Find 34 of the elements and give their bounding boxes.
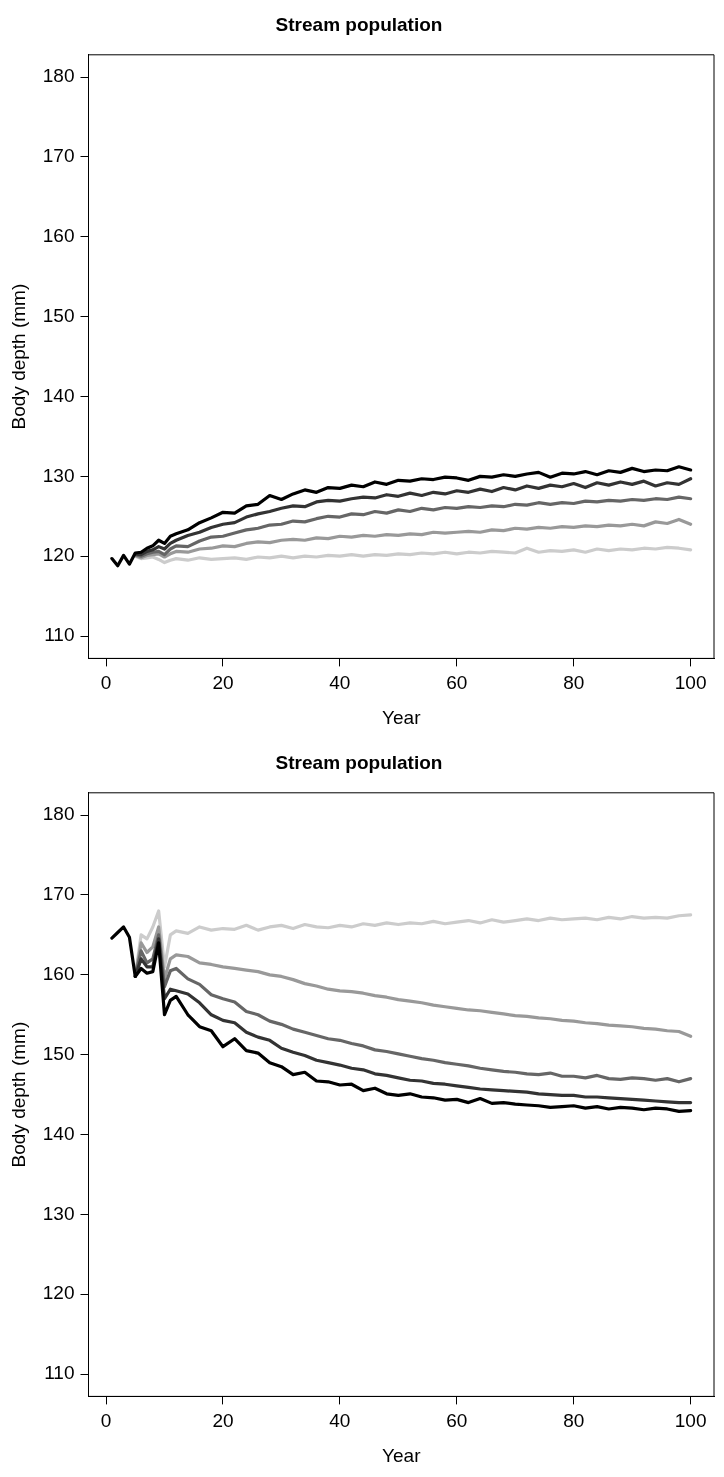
y-tick-label: 180 (42, 803, 75, 825)
y-tick-label: 180 (42, 65, 75, 87)
y-axis-title: Body depth (mm) (7, 1021, 29, 1168)
x-tick-label: 0 (100, 672, 112, 694)
y-tick-label: 150 (42, 304, 75, 326)
x-axis-title: Year (382, 706, 422, 728)
x-tick-label: 60 (446, 1410, 468, 1432)
x-tick-label: 60 (446, 672, 468, 694)
y-tick-label: 120 (42, 544, 75, 566)
y-tick-label: 140 (42, 384, 75, 406)
y-tick-label: 130 (42, 1202, 75, 1224)
x-tick-label: 40 (329, 1410, 351, 1432)
x-axis-title: Year (382, 1444, 422, 1466)
x-tick-label: 20 (212, 1410, 234, 1432)
x-tick-label: 0 (100, 1410, 112, 1432)
x-tick-label: 40 (329, 672, 351, 694)
x-tick-label: 80 (563, 672, 585, 694)
y-tick-label: 160 (42, 225, 75, 247)
x-tick-label: 20 (212, 672, 234, 694)
y-tick-label: 170 (42, 883, 75, 905)
y-axis-title: Body depth (mm) (7, 283, 29, 430)
chart-title: Stream population (275, 751, 443, 773)
y-tick-label: 140 (42, 1122, 75, 1144)
y-tick-label: 160 (42, 963, 75, 985)
y-tick-label: 130 (42, 464, 75, 486)
x-tick-label: 100 (674, 1410, 707, 1432)
y-tick-label: 170 (42, 145, 75, 167)
y-tick-label: 110 (44, 624, 75, 646)
y-tick-label: 150 (42, 1042, 75, 1064)
chart-title: Stream population (275, 13, 443, 35)
y-tick-label: 120 (42, 1282, 75, 1304)
x-tick-label: 100 (674, 672, 707, 694)
y-tick-label: 110 (44, 1362, 75, 1384)
x-tick-label: 80 (563, 1410, 585, 1432)
